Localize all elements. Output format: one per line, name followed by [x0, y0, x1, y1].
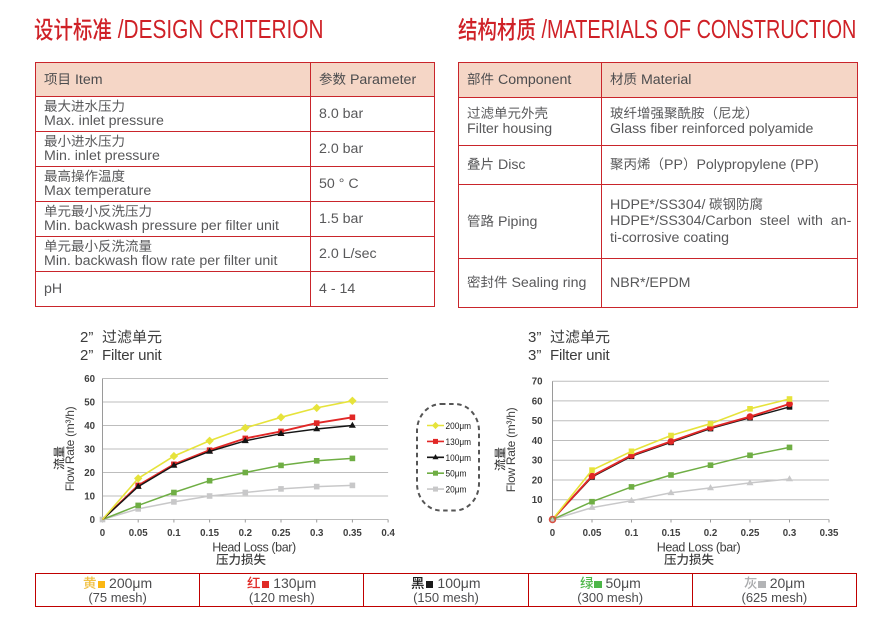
svg-text:50: 50: [532, 416, 543, 427]
svg-text:70: 70: [532, 377, 543, 388]
svg-text:0.2: 0.2: [239, 528, 252, 539]
svg-text:60: 60: [532, 396, 543, 407]
svg-text:130μm: 130μm: [446, 437, 472, 448]
svg-text:0: 0: [90, 515, 95, 526]
svg-text:0.05: 0.05: [583, 528, 602, 539]
svg-text:0.15: 0.15: [662, 528, 681, 539]
svg-text:30: 30: [532, 456, 543, 467]
svg-text:30: 30: [84, 445, 95, 456]
svg-text:10: 10: [532, 495, 543, 506]
svg-text:40: 40: [84, 421, 95, 432]
svg-text:20μm: 20μm: [446, 485, 467, 496]
svg-text:10: 10: [84, 492, 95, 503]
svg-text:0.35: 0.35: [820, 528, 839, 539]
svg-text:0.3: 0.3: [310, 528, 324, 539]
svg-text:20: 20: [532, 476, 543, 487]
svg-text:Head Loss (bar): Head Loss (bar): [657, 541, 741, 555]
svg-text:0: 0: [550, 528, 555, 539]
svg-text:0: 0: [100, 528, 105, 539]
svg-text:40: 40: [532, 436, 543, 447]
svg-text:0.4: 0.4: [381, 528, 395, 539]
svg-text:50μm: 50μm: [446, 469, 467, 480]
svg-text:0.15: 0.15: [200, 528, 219, 539]
svg-text:0.25: 0.25: [272, 528, 291, 539]
svg-text:100μm: 100μm: [446, 453, 472, 464]
svg-text:Head Loss (bar): Head Loss (bar): [212, 541, 296, 555]
svg-text:50: 50: [84, 398, 95, 409]
svg-text:200μm: 200μm: [446, 421, 472, 432]
svg-text:0.05: 0.05: [129, 528, 148, 539]
svg-text:Flow Rate (m³/h): Flow Rate (m³/h): [63, 406, 77, 491]
svg-text:20: 20: [84, 468, 95, 479]
svg-text:0.25: 0.25: [741, 528, 760, 539]
svg-text:0.1: 0.1: [625, 528, 639, 539]
svg-text:0: 0: [537, 515, 542, 526]
svg-text:0.1: 0.1: [167, 528, 181, 539]
svg-text:0.2: 0.2: [704, 528, 717, 539]
svg-text:0.35: 0.35: [343, 528, 362, 539]
svg-text:0.3: 0.3: [783, 528, 797, 539]
svg-text:60: 60: [84, 374, 95, 385]
svg-text:Flow Rate (m³/h): Flow Rate (m³/h): [504, 407, 518, 492]
